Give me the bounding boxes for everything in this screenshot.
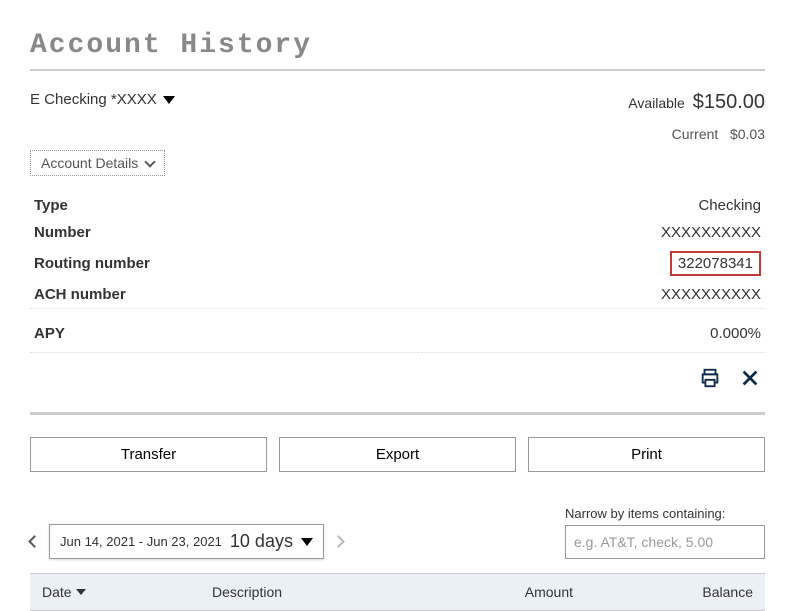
account-header: E Checking *XXXX Available $150.00 Curre… — [30, 91, 765, 142]
transactions-header: Date Description Amount Balance — [30, 573, 765, 611]
account-details-table: Type Checking Number XXXXXXXXXX Routing … — [30, 192, 765, 353]
date-range-selector[interactable]: Jun 14, 2021 - Jun 23, 2021 10 days — [49, 524, 324, 559]
column-balance: Balance — [573, 584, 753, 600]
routing-label: Routing number — [30, 246, 422, 281]
detail-row-apy: APY 0.000% — [30, 309, 765, 353]
date-range-days: 10 days — [230, 531, 293, 552]
chevron-down-icon — [301, 538, 313, 546]
type-value: Checking — [422, 192, 765, 219]
routing-value-cell: 322078341 — [422, 246, 765, 281]
narrow-block: Narrow by items containing: — [565, 506, 765, 559]
account-details-label: Account Details — [41, 155, 138, 171]
routing-value: 322078341 — [670, 251, 761, 276]
current-amount: $0.03 — [730, 126, 765, 142]
chevron-down-icon — [163, 96, 175, 104]
export-button[interactable]: Export — [279, 437, 516, 472]
available-amount: $150.00 — [693, 91, 765, 113]
available-line: Available $150.00 — [628, 91, 765, 114]
column-description: Description — [212, 584, 433, 600]
detail-row-ach: ACH number XXXXXXXXXX — [30, 281, 765, 309]
sort-desc-icon — [76, 589, 86, 595]
date-range-text: Jun 14, 2021 - Jun 23, 2021 — [60, 534, 222, 549]
ach-label: ACH number — [30, 281, 422, 309]
account-details-toggle[interactable]: Account Details — [30, 150, 165, 176]
detail-row-routing: Routing number 322078341 — [30, 246, 765, 281]
transfer-button[interactable]: Transfer — [30, 437, 267, 472]
chevron-down-icon — [145, 156, 156, 167]
current-line: Current $0.03 — [628, 126, 765, 142]
icon-bar — [30, 353, 765, 415]
apy-label: APY — [30, 309, 422, 353]
filter-row: Jun 14, 2021 - Jun 23, 2021 10 days Narr… — [30, 506, 765, 559]
narrow-label: Narrow by items containing: — [565, 506, 765, 521]
available-label: Available — [628, 95, 685, 111]
account-selector-label: E Checking *XXXX — [30, 91, 157, 108]
ach-value: XXXXXXXXXX — [422, 281, 765, 309]
narrow-input[interactable] — [565, 525, 765, 559]
date-nav: Jun 14, 2021 - Jun 23, 2021 10 days — [30, 524, 343, 559]
account-selector[interactable]: E Checking *XXXX — [30, 91, 175, 108]
print-icon[interactable] — [699, 367, 721, 394]
detail-row-number: Number XXXXXXXXXX — [30, 219, 765, 246]
action-row: Transfer Export Print — [30, 437, 765, 472]
next-range-icon[interactable] — [332, 535, 345, 548]
prev-range-icon[interactable] — [28, 535, 41, 548]
print-button[interactable]: Print — [528, 437, 765, 472]
apy-value: 0.000% — [422, 309, 765, 353]
column-date-label: Date — [42, 584, 72, 600]
detail-row-type: Type Checking — [30, 192, 765, 219]
number-label: Number — [30, 219, 422, 246]
close-icon[interactable] — [739, 367, 761, 394]
current-label: Current — [672, 126, 719, 142]
column-date[interactable]: Date — [42, 584, 212, 600]
number-value: XXXXXXXXXX — [422, 219, 765, 246]
page-title: Account History — [30, 30, 765, 71]
type-label: Type — [30, 192, 422, 219]
column-amount: Amount — [433, 584, 573, 600]
balance-block: Available $150.00 Current $0.03 — [628, 91, 765, 142]
